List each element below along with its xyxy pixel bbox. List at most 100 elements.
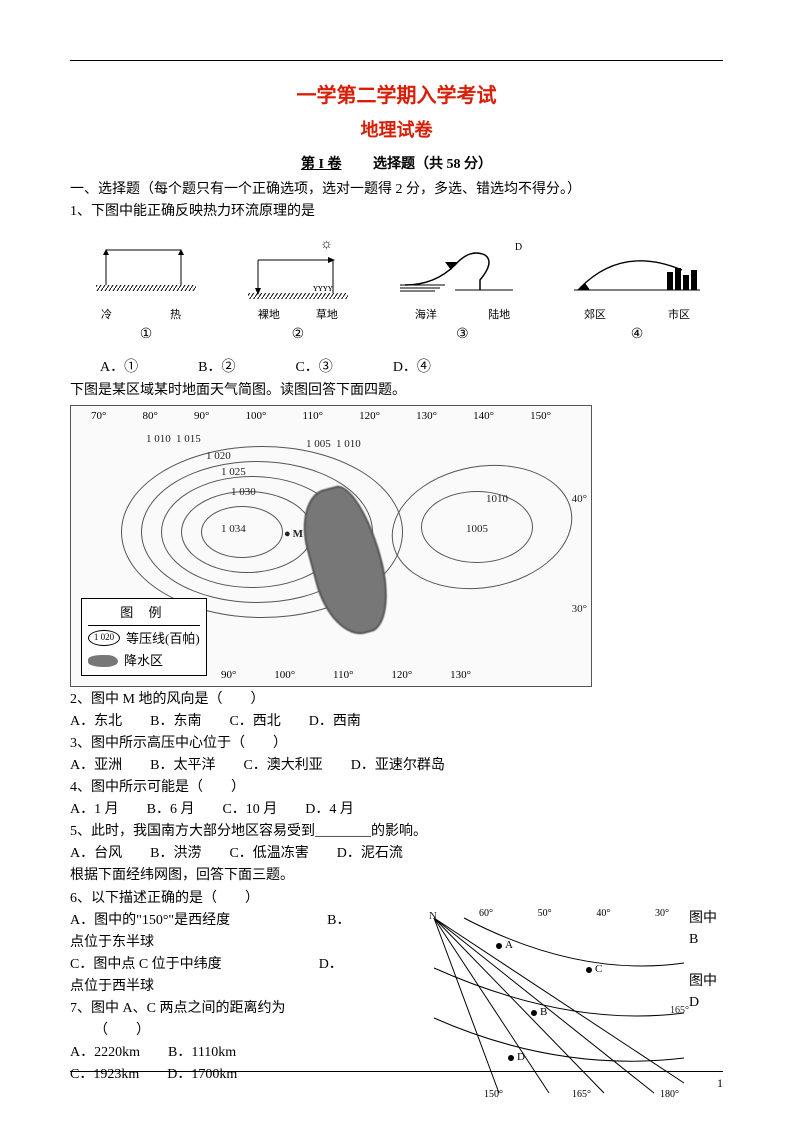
q7-opts-2: C．1923km D．1700km [70,1064,419,1085]
q1-fig-1: 冷 热 ① [91,240,201,345]
fig4-right: 市区 [668,307,690,324]
q1-figures: 冷 热 ① ☼ ʏʏʏʏ 裸地 草地 ② D [70,234,723,345]
q6-line-c: C．图中点 C 位于中纬度 D． [70,954,419,975]
polar-grid-figure: A B C D N 60° 50° 40° 30° 165° 150° 165°… [429,908,689,1098]
svg-text:ʏʏʏʏ: ʏʏʏʏ [313,283,333,294]
q6-line-a: A．图中的"150°"是西经度 B． [70,910,419,931]
iso-label: 1 010 [146,431,171,448]
lon-tick: 150° [530,408,551,425]
q1-opt-b: B．② [198,357,235,378]
polar-lon: 50° [538,906,552,921]
lon-tick: 120° [391,667,412,684]
paper-title: 一学第二学期入学考试 [70,81,723,111]
fig3-left: 海洋 [415,307,437,324]
section-desc: 选择题（共 58 分） [373,157,492,172]
q1-fig-3: D 海洋 陆地 ③ [395,240,530,345]
q6-line-c-cont: 点位于西半球 [70,976,419,997]
svg-text:C: C [595,963,602,975]
q4-stem: 4、图中所示可能是（ ） [70,777,723,798]
q6-opt-b: B． [327,913,350,928]
q1-stem: 1、下图中能正确反映热力环流原理的是 [70,201,723,222]
fig4-num: ④ [572,324,702,345]
polar-lon: 30° [655,906,669,921]
q7-stem: 7、图中 A、C 两点之间的距离约为 [70,998,419,1019]
q4-opts: A．1 月 B．6 月 C．10 月 D．4 月 [70,799,723,820]
fig1-left: 冷 [101,307,112,324]
iso-label: 1 010 [336,436,361,453]
fig2-left: 裸地 [258,307,280,324]
q6-wrap-b: 图中 B [689,908,723,950]
fig3-num: ③ [395,324,530,345]
q6-opt-d: D． [319,957,343,972]
legend-rain-icon [88,655,118,667]
q2-opts: A．东北 B．东南 C．西北 D．西南 [70,711,723,732]
page-number: 1 [717,1074,723,1092]
lon-tick: 80° [143,408,158,425]
legend-iso-text: 等压线(百帕) [126,629,200,649]
fig3-right: 陆地 [488,307,510,324]
legend-iso-icon: 1 020 [88,630,120,646]
fig2-right: 草地 [316,307,338,324]
polar-bottom-lon: 150° [484,1087,503,1102]
iso-label: 1 020 [206,448,231,465]
q7-paren: （ ） [70,1020,419,1041]
q1-fig-2: ☼ ʏʏʏʏ 裸地 草地 ② [243,234,353,345]
svg-text:B: B [540,1006,547,1018]
lon-tick: 130° [416,408,437,425]
legend-rain-text: 降水区 [124,651,163,671]
q6-stem: 6、以下描述正确的是（ ） [70,888,419,909]
q6-opt-a: A．图中的"150°"是西经度 [70,913,230,928]
legend-title: 图 例 [88,603,200,626]
lon-tick: 110° [303,408,324,425]
bottom-rule [70,1071,723,1072]
svg-text:A: A [505,939,513,951]
map-legend: 图 例 1 020 等压线(百帕) 降水区 [81,598,207,676]
q2-stem: 2、图中 M 地的风向是（ ） [70,689,723,710]
lon-tick: 90° [194,408,209,425]
polar-N: N [429,908,437,925]
q3-opts: A．亚洲 B．太平洋 C．澳大利亚 D．亚速尔群岛 [70,755,723,776]
q1-options: A．① B．② C．③ D．④ [100,357,723,378]
q5-stem: 5、此时，我国南方大部分地区容易受到________的影响。 [70,821,723,842]
paper-subject: 地理试卷 [70,117,723,144]
iso-label: 1 015 [176,431,201,448]
lon-tick: 90° [221,667,236,684]
lat-tick: 40° [572,491,587,508]
q1-opt-d: D．④ [393,357,431,378]
pre-q6-text: 根据下面经纬网图，回答下面三题。 [70,865,723,886]
fig1-num: ① [91,324,201,345]
point-M: M [293,528,303,540]
instructions: 一、选择题（每个题只有一个正确选项，选对一题得 2 分，多选、错选均不得分。） [70,179,723,200]
iso-label: 1 005 [306,436,331,453]
iso-label: 1 034 [221,521,246,538]
section-header: 第 I 卷 选择题（共 58 分） [70,154,723,175]
iso-label: 1005 [466,521,488,538]
fig4-left: 郊区 [584,307,606,324]
lon-tick: 130° [450,667,471,684]
fig1-right: 热 [170,307,181,324]
lon-tick: 70° [91,408,106,425]
top-rule [70,60,723,61]
q1-fig-4: 郊区 市区 ④ [572,240,702,345]
q6-wrap-d: 图中 D [689,971,723,1013]
q1-opt-c: C．③ [295,357,332,378]
pre-q2-text: 下图是某区域某时地面天气简图。读图回答下面四题。 [70,380,723,401]
q6-line-a-cont: 点位于东半球 [70,932,419,953]
polar-lon: 60° [479,906,493,921]
polar-right-lat: 165° [670,1003,689,1018]
polar-lon: 40° [596,906,610,921]
lon-tick: 100° [246,408,267,425]
lon-tick: 110° [333,667,354,684]
q5-opts: A．台风 B．洪涝 C．低温冻害 D．泥石流 [70,843,723,864]
iso-label: 1 030 [231,484,256,501]
lon-tick: 100° [274,667,295,684]
lat-tick: 30° [572,601,587,618]
q6-opt-c: C．图中点 C 位于中纬度 [70,957,222,972]
svg-text:D: D [517,1051,525,1063]
q1-opt-a: A．① [100,357,138,378]
iso-label: 1 025 [221,464,246,481]
iso-label: 1010 [486,491,508,508]
lon-tick: 140° [473,408,494,425]
polar-bottom-lon: 165° [572,1087,591,1102]
weather-map: 70° 80° 90° 100° 110° 120° 130° 140° 150… [70,405,592,687]
